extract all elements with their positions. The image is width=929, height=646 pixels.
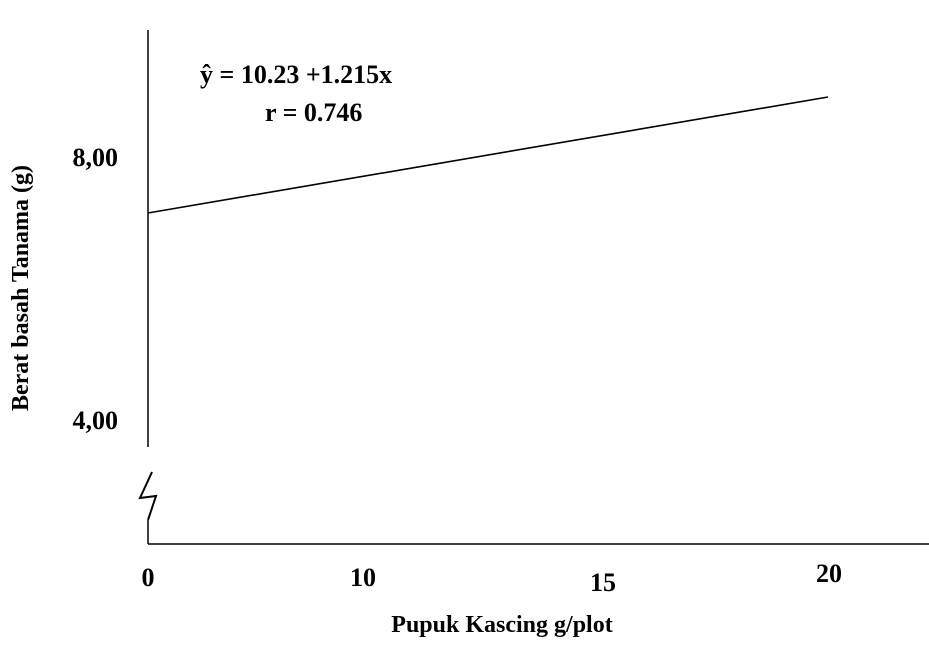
x-tick-label: 20 <box>816 559 842 588</box>
correlation-coefficient: r = 0.746 <box>265 98 362 127</box>
x-tick-label: 10 <box>350 563 376 592</box>
trendline <box>147 96 829 214</box>
y-tick-label: 4,00 <box>73 406 119 435</box>
x-tick-label: 0 <box>142 563 155 592</box>
y-axis-title: Berat basah Tanama (g) <box>8 165 34 411</box>
x-axis-title: Pupuk Kascing g/plot <box>391 612 612 638</box>
regression-equation: ŷ = 10.23 +1.215x <box>200 60 392 89</box>
axis-break-icon <box>138 471 158 521</box>
axis-break-icon <box>138 471 158 521</box>
y-tick-label: 8,00 <box>73 143 119 172</box>
x-tick-label: 15 <box>590 568 616 597</box>
trendline-group <box>147 96 829 214</box>
labels: ŷ = 10.23 +1.215x r = 0.746 Pupuk Kascin… <box>8 60 613 638</box>
